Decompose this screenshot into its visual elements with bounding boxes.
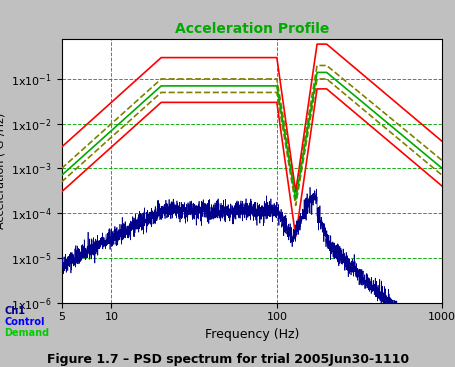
Text: Control: Control xyxy=(5,317,45,327)
Title: Acceleration Profile: Acceleration Profile xyxy=(174,22,329,36)
X-axis label: Frequency (Hz): Frequency (Hz) xyxy=(204,328,298,341)
Y-axis label: Acceleration ( G²/Hz): Acceleration ( G²/Hz) xyxy=(0,113,5,229)
Text: Ch1: Ch1 xyxy=(5,306,25,316)
Text: Demand: Demand xyxy=(5,328,50,338)
Text: Figure 1.7 – PSD spectrum for trial 2005Jun30-1110: Figure 1.7 – PSD spectrum for trial 2005… xyxy=(47,353,408,366)
